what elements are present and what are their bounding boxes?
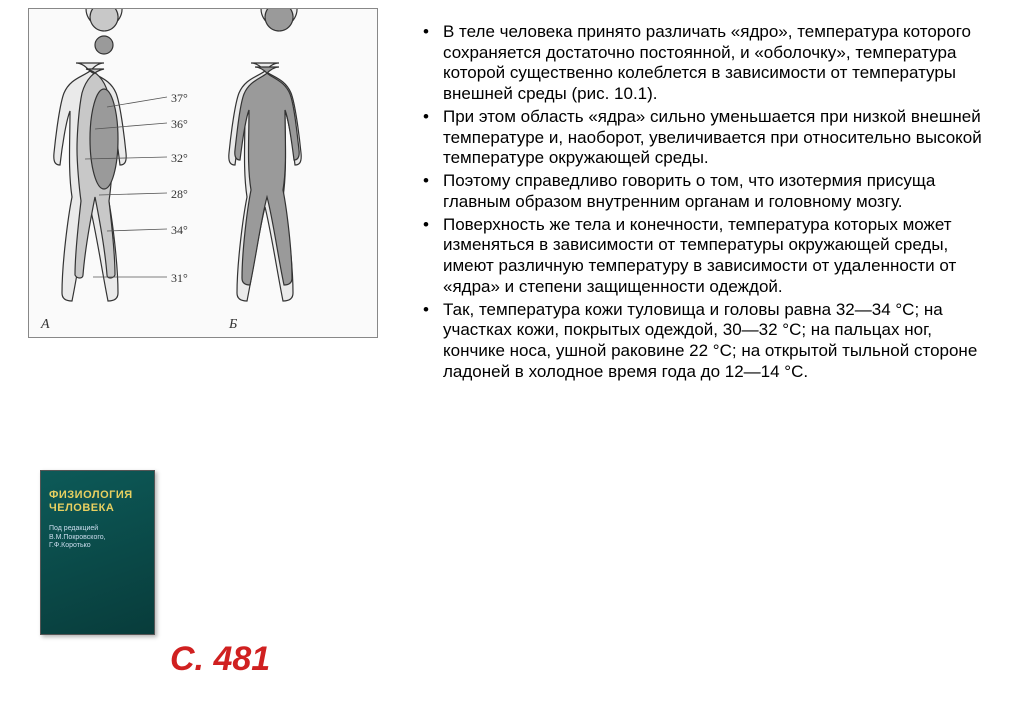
- book-subtitle: Под редакцией В.М.Покровского, Г.Ф.Корот…: [49, 525, 146, 550]
- slide-page: 37° 36° 32° 28° 34° 31° А Б ФИЗИОЛОГИЯ Ч…: [0, 0, 1024, 709]
- book-title-line1: ФИЗИОЛОГИЯ: [49, 489, 146, 502]
- temp-label: 28°: [171, 187, 188, 202]
- diagram-svg: [29, 9, 377, 337]
- temp-label: 32°: [171, 151, 188, 166]
- figure-letter-a: А: [41, 317, 50, 333]
- temp-label: 31°: [171, 271, 188, 286]
- temp-label: 34°: [171, 223, 188, 238]
- page-reference: С. 481: [170, 640, 270, 679]
- bullet-item: В теле человека принято различать «ядро»…: [415, 22, 994, 105]
- body-temperature-diagram: 37° 36° 32° 28° 34° 31° А Б: [28, 8, 378, 338]
- figure-letter-b: Б: [229, 317, 237, 333]
- book-cover: ФИЗИОЛОГИЯ ЧЕЛОВЕКА Под редакцией В.М.По…: [40, 470, 155, 635]
- bullet-item: При этом область «ядра» сильно уменьшает…: [415, 107, 994, 169]
- bullet-list: В теле человека принято различать «ядро»…: [415, 22, 994, 382]
- bullet-item: Так, температура кожи туловища и головы …: [415, 300, 994, 383]
- temp-label: 36°: [171, 117, 188, 132]
- bullet-item: Поверхность же тела и конечности, темпер…: [415, 215, 994, 298]
- bullet-item: Поэтому справедливо говорить о том, что …: [415, 171, 994, 212]
- book-title-line2: ЧЕЛОВЕКА: [49, 502, 146, 515]
- left-column: 37° 36° 32° 28° 34° 31° А Б ФИЗИОЛОГИЯ Ч…: [0, 0, 405, 709]
- right-column: В теле человека принято различать «ядро»…: [405, 0, 1024, 709]
- temp-label: 37°: [171, 91, 188, 106]
